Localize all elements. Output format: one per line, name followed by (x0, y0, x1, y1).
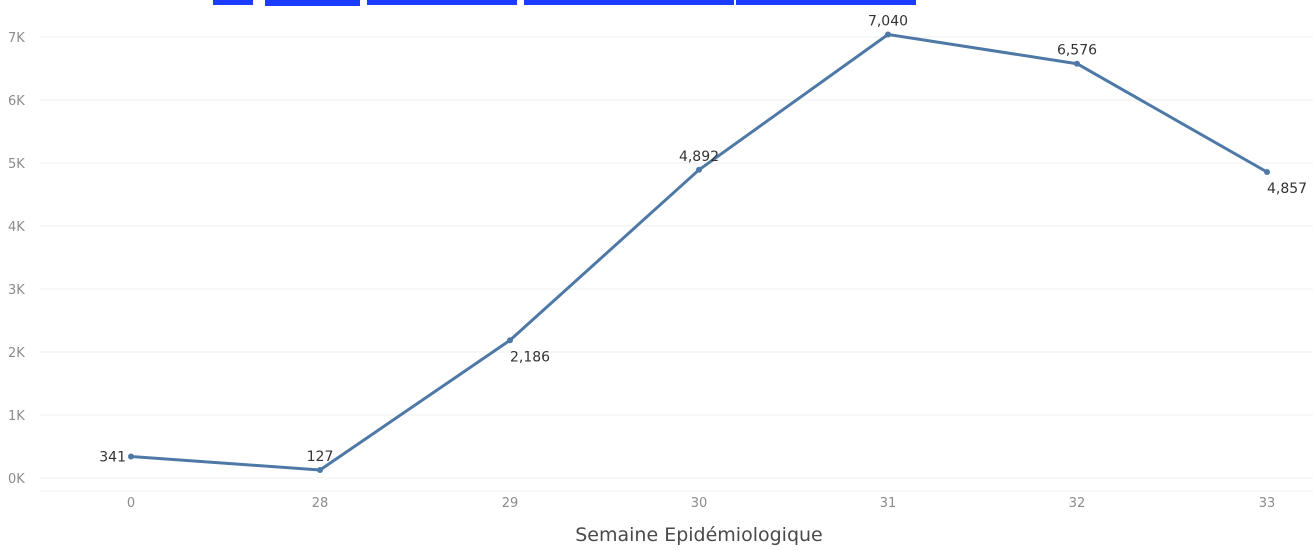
x-axis-title: Semaine Epidémiologique (575, 524, 823, 546)
data-point (885, 31, 891, 38)
y-tick-label: 2K (8, 346, 25, 361)
x-tick-label: 0 (127, 496, 135, 511)
data-label: 127 (307, 449, 334, 465)
top-strip-segment (367, 0, 517, 5)
data-label: 4,892 (679, 149, 719, 165)
data-label: 341 (99, 450, 126, 466)
y-tick-label: 0K (8, 472, 25, 487)
y-tick-label: 7K (8, 31, 25, 46)
x-tick-label: 33 (1259, 496, 1276, 511)
x-tick-label: 28 (312, 496, 329, 511)
top-strip-cropped-text (213, 0, 916, 6)
data-point (317, 466, 323, 473)
data-point (1264, 169, 1270, 176)
y-tick-label: 5K (8, 157, 25, 172)
top-strip-segment (265, 0, 360, 6)
data-label: 2,186 (510, 349, 550, 365)
data-point (696, 166, 702, 173)
x-axis-ticks: 0 28 29 30 31 32 33 (127, 496, 1275, 511)
data-label: 7,040 (868, 13, 908, 29)
y-axis-ticks: 0K 1K 2K 3K 4K 5K 6K 7K (8, 31, 25, 487)
x-tick-label: 32 (1069, 496, 1086, 511)
data-point (507, 337, 513, 344)
data-label: 4,857 (1267, 181, 1307, 197)
x-tick-label: 30 (691, 496, 708, 511)
x-tick-label: 29 (502, 496, 519, 511)
top-strip-segment (213, 0, 253, 5)
y-tick-label: 4K (8, 220, 25, 235)
data-point (128, 453, 134, 460)
top-strip-segment (524, 0, 734, 5)
y-tick-label: 1K (8, 409, 25, 424)
data-points (128, 31, 1270, 473)
data-label: 6,576 (1057, 43, 1097, 59)
data-labels: 341 127 2,186 4,892 7,040 6,576 4,857 (99, 13, 1307, 465)
top-strip-segment (896, 0, 916, 5)
x-tick-label: 31 (880, 496, 897, 511)
top-strip-segment (736, 0, 896, 5)
gridlines (40, 36, 1313, 492)
y-tick-label: 3K (8, 283, 25, 298)
y-tick-label: 6K (8, 94, 25, 109)
data-point (1074, 60, 1080, 67)
